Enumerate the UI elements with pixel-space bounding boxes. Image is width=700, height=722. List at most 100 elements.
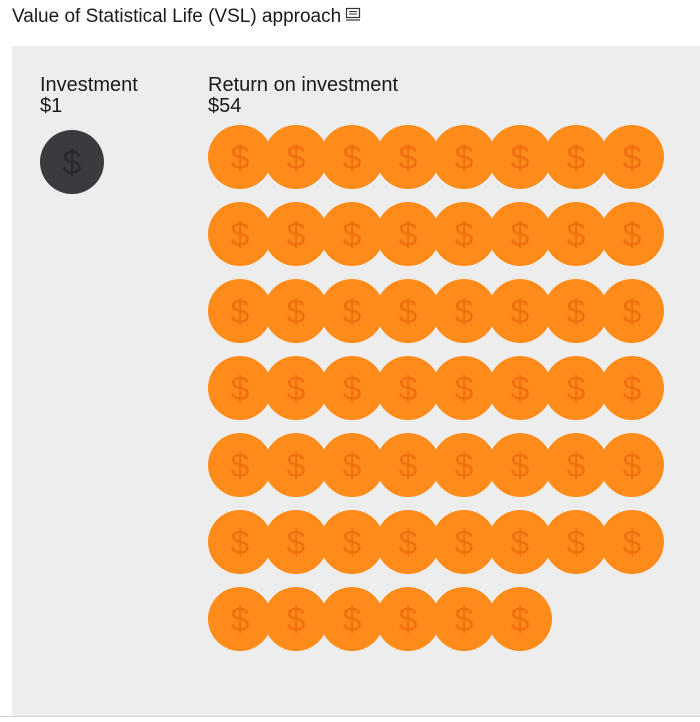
coin-circle: [432, 510, 496, 574]
dollar-sign-icon: $: [567, 370, 586, 408]
return-coin: $: [264, 356, 328, 420]
return-coin: $: [488, 510, 552, 574]
coin-circle: [544, 356, 608, 420]
dollar-sign-icon: $: [455, 447, 474, 485]
coin-circle: [376, 433, 440, 497]
dollar-sign-icon: $: [231, 216, 250, 254]
coin-circle: [208, 202, 272, 266]
dollar-sign-icon: $: [511, 447, 530, 485]
coin-circle: [488, 279, 552, 343]
dollar-sign-icon: $: [455, 293, 474, 331]
dollar-sign-icon: $: [623, 139, 642, 177]
coin-circle: [208, 587, 272, 651]
investment-label: Investment $1: [40, 75, 138, 117]
coin-circle: [264, 202, 328, 266]
investment-label-text: Investment: [40, 74, 138, 96]
dollar-sign-icon: $: [399, 447, 418, 485]
dollar-sign-icon: $: [399, 139, 418, 177]
dollar-sign-icon: $: [399, 293, 418, 331]
coin-circle: [544, 510, 608, 574]
dollar-sign-icon: $: [511, 370, 530, 408]
return-coin: $: [376, 279, 440, 343]
coin-circle: [320, 510, 384, 574]
return-coin: $: [264, 279, 328, 343]
coin-circle: [488, 202, 552, 266]
return-coin: $: [320, 510, 384, 574]
return-coin: $: [208, 433, 272, 497]
coin-circle: [208, 279, 272, 343]
coin-circle: [376, 587, 440, 651]
return-coin: $: [320, 202, 384, 266]
coin-circle: [264, 510, 328, 574]
return-coin: $: [376, 433, 440, 497]
coin-circle: [264, 356, 328, 420]
return-coin: $: [432, 433, 496, 497]
dollar-sign-icon: $: [399, 601, 418, 639]
coin-circle: [208, 125, 272, 189]
dollar-sign-icon: $: [343, 293, 362, 331]
return-coin: $: [320, 279, 384, 343]
dollar-sign-icon: $: [343, 370, 362, 408]
dollar-sign-icon: $: [343, 139, 362, 177]
return-coin: $: [600, 125, 664, 189]
return-coin: $: [432, 587, 496, 651]
dollar-sign-icon: $: [511, 524, 530, 562]
dollar-sign-icon: $: [343, 601, 362, 639]
coin-circle: [40, 130, 104, 194]
return-coin: $: [208, 587, 272, 651]
dollar-sign-icon: $: [455, 524, 474, 562]
dollar-sign-icon: $: [511, 601, 530, 639]
coin-circle: [376, 202, 440, 266]
return-coin: $: [544, 356, 608, 420]
return-coin: $: [320, 433, 384, 497]
return-coin: $: [600, 510, 664, 574]
return-coin: $: [320, 125, 384, 189]
dollar-sign-icon: $: [287, 370, 306, 408]
coin-pictogram: $ $ $ $ $ $ $ $ $ $ $ $ $ $ $ $ $ $ $ $ $ $ $ $ $ $ $ $ $ $ $ $ $ $ $ $ $ $ $ $…: [40, 125, 664, 651]
coin-circle: [376, 279, 440, 343]
dollar-sign-icon: $: [287, 524, 306, 562]
dollar-sign-icon: $: [455, 370, 474, 408]
dollar-sign-icon: $: [399, 216, 418, 254]
return-coin: $: [208, 125, 272, 189]
dollar-sign-icon: $: [455, 139, 474, 177]
return-coin: $: [264, 510, 328, 574]
note-icon[interactable]: [345, 7, 361, 21]
return-coin: $: [376, 510, 440, 574]
return-coin: $: [544, 433, 608, 497]
chart-panel: Investment $1 Return on investment $54 $…: [12, 46, 700, 716]
coin-circle: [320, 433, 384, 497]
investment-value: $1: [40, 95, 63, 117]
coin-circle: [208, 433, 272, 497]
return-coin: $: [376, 356, 440, 420]
dollar-sign-icon: $: [567, 139, 586, 177]
dollar-sign-icon: $: [399, 370, 418, 408]
dollar-sign-icon: $: [511, 293, 530, 331]
coin-circle: [488, 125, 552, 189]
coin-circle: [320, 125, 384, 189]
return-coin: $: [264, 433, 328, 497]
return-coin: $: [432, 202, 496, 266]
return-coin: $: [600, 279, 664, 343]
return-coin: $: [432, 510, 496, 574]
coin-circle: [320, 279, 384, 343]
dollar-sign-icon: $: [567, 293, 586, 331]
return-coin: $: [208, 202, 272, 266]
investment-coin: $: [40, 130, 104, 194]
return-coin: $: [544, 510, 608, 574]
coin-circle: [488, 510, 552, 574]
dollar-sign-icon: $: [567, 447, 586, 485]
return-coin: $: [600, 202, 664, 266]
coin-circle: [432, 202, 496, 266]
dollar-sign-icon: $: [231, 370, 250, 408]
dollar-sign-icon: $: [511, 139, 530, 177]
coin-circle: [264, 125, 328, 189]
return-coin: $: [600, 356, 664, 420]
return-coin: $: [488, 433, 552, 497]
return-coin: $: [544, 125, 608, 189]
dollar-sign-icon: $: [511, 216, 530, 254]
dollar-sign-icon: $: [455, 601, 474, 639]
coin-circle: [600, 433, 664, 497]
coin-circle: [264, 279, 328, 343]
divider: [0, 716, 700, 717]
